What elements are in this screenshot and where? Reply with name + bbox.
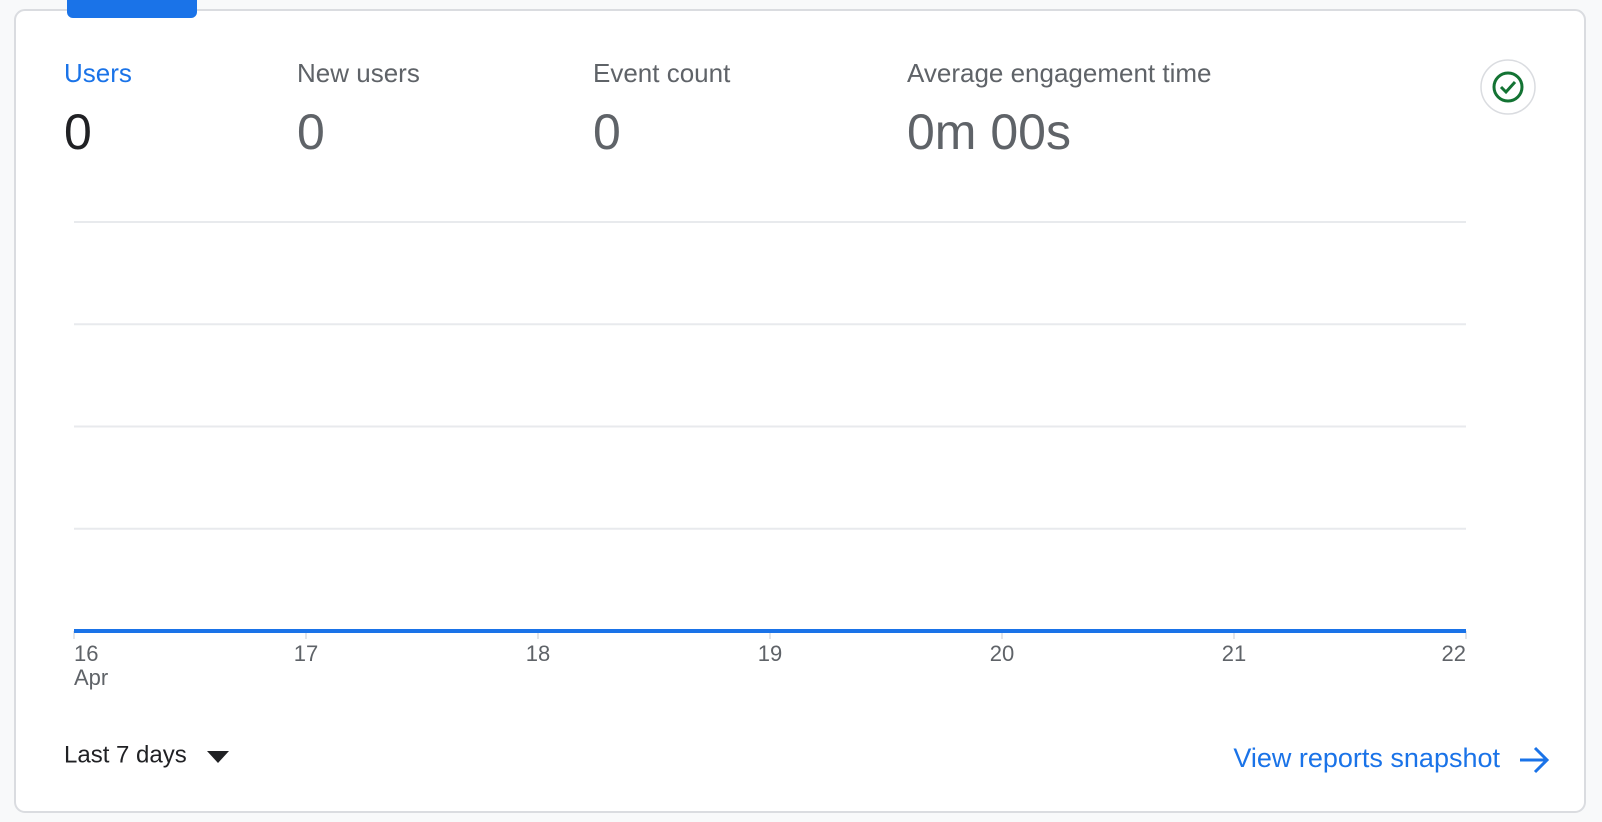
metric-label[interactable]: New users [297, 58, 420, 88]
status-icon-circle [1480, 59, 1536, 115]
metric-value[interactable]: 0 [297, 104, 325, 160]
check-mark [1499, 80, 1517, 95]
x-tick-label: 19 [758, 641, 782, 666]
metric-value[interactable]: 0m 00s [907, 104, 1071, 160]
status-icon[interactable] [1480, 59, 1536, 115]
metric-label[interactable]: Event count [593, 58, 731, 88]
x-tick-label: 21 [1222, 641, 1246, 666]
metric-value[interactable]: 0 [64, 104, 92, 160]
link-arrow[interactable] [1520, 746, 1550, 774]
active-tab-indicator [67, 0, 197, 18]
dropdown-arrow[interactable] [207, 751, 229, 763]
x-tick-label: 16 [74, 641, 98, 666]
metric-label[interactable]: Users [64, 58, 132, 88]
view-reports-link[interactable]: View reports snapshot [1233, 743, 1500, 773]
date-range[interactable]: Last 7 days [64, 741, 187, 768]
metric-label[interactable]: Average engagement time [907, 58, 1212, 88]
check-circle [1492, 71, 1524, 103]
x-tick-label: 17 [294, 641, 318, 666]
x-tick-month: Apr [74, 665, 108, 690]
metric-value[interactable]: 0 [593, 104, 621, 160]
x-tick-label: 18 [526, 641, 550, 666]
x-tick-label: 22 [1442, 641, 1466, 666]
x-tick-label: 20 [990, 641, 1014, 666]
card [14, 9, 1586, 813]
